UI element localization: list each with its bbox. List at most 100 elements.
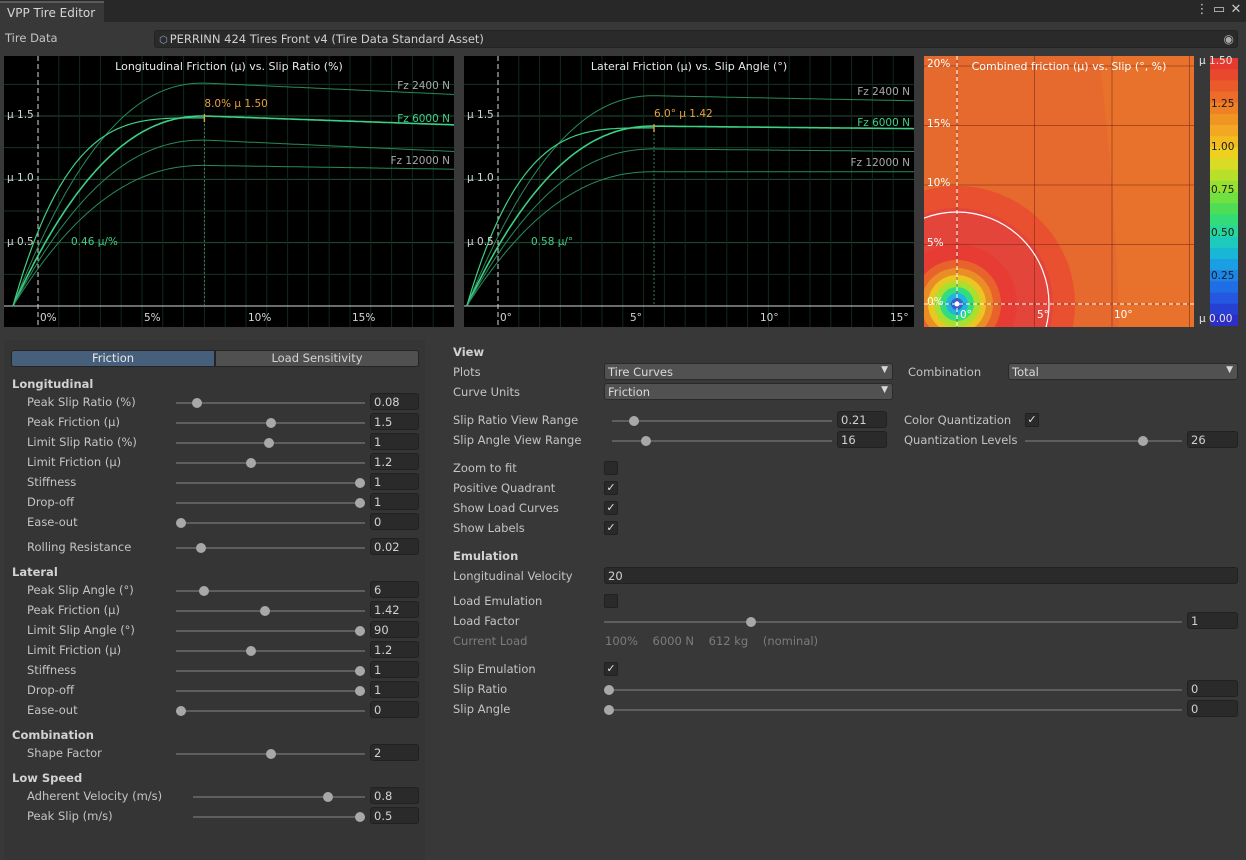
- slider-thumb[interactable]: [265, 749, 276, 759]
- quantization-levels-label: Quantization Levels: [904, 433, 1018, 447]
- value-field[interactable]: 0: [370, 513, 419, 530]
- scale-band: [1210, 158, 1238, 171]
- value-field[interactable]: 0.8: [370, 787, 419, 804]
- slider-track[interactable]: [604, 689, 1182, 691]
- value-field[interactable]: 1.42: [370, 601, 419, 618]
- window-tab[interactable]: VPP Tire Editor: [0, 1, 104, 23]
- slider-track[interactable]: [176, 547, 365, 549]
- value-field[interactable]: 16: [837, 431, 887, 448]
- close-icon[interactable]: ✕: [1230, 2, 1242, 17]
- slider-track[interactable]: [176, 630, 365, 632]
- value-field[interactable]: 1: [1187, 612, 1238, 629]
- value-field[interactable]: 6: [370, 581, 419, 598]
- slip-emulation-checkbox[interactable]: ✓: [604, 662, 618, 676]
- value-field[interactable]: 0: [1187, 680, 1238, 697]
- value-field[interactable]: 0: [370, 701, 419, 718]
- value-field[interactable]: 0: [1187, 700, 1238, 717]
- scale-label: 1.25: [1211, 98, 1235, 110]
- slider-track[interactable]: [176, 462, 365, 464]
- zoom-to-fit-checkbox[interactable]: [604, 461, 618, 475]
- slider-track[interactable]: [176, 502, 365, 504]
- value-field[interactable]: 0.08: [370, 393, 419, 410]
- slider-track[interactable]: [1025, 440, 1182, 442]
- slider-thumb[interactable]: [263, 438, 274, 448]
- slider-track[interactable]: [176, 522, 365, 524]
- color-quantization-checkbox[interactable]: ✓: [1025, 413, 1039, 427]
- value-field[interactable]: 26: [1187, 431, 1238, 448]
- slider-thumb[interactable]: [355, 498, 365, 508]
- value-field[interactable]: 1: [370, 433, 419, 450]
- slider-thumb[interactable]: [245, 646, 256, 656]
- value-field[interactable]: 1: [370, 681, 419, 698]
- slider-track[interactable]: [193, 816, 365, 818]
- longitudinal-velocity-field[interactable]: 20: [604, 567, 1238, 584]
- slider-track[interactable]: [604, 621, 1182, 623]
- tab-load-sensitivity[interactable]: Load Sensitivity: [215, 350, 419, 367]
- slider-thumb[interactable]: [641, 436, 652, 446]
- show-labels-checkbox[interactable]: ✓: [604, 521, 618, 535]
- show-load-curves-checkbox[interactable]: ✓: [604, 501, 618, 515]
- scale-band: [1210, 270, 1238, 282]
- value-field[interactable]: 0.02: [370, 538, 419, 555]
- slider-thumb[interactable]: [260, 606, 271, 616]
- slider-thumb[interactable]: [322, 792, 333, 802]
- object-picker-icon[interactable]: ◉: [1223, 32, 1234, 46]
- value-field[interactable]: 1.2: [370, 641, 419, 658]
- slider-track[interactable]: [176, 402, 365, 404]
- longitudinal-velocity-label: Longitudinal Velocity: [453, 569, 573, 583]
- slider-thumb[interactable]: [355, 812, 365, 822]
- slider-track[interactable]: [176, 610, 365, 612]
- tab-friction[interactable]: Friction: [11, 350, 215, 367]
- slider-thumb[interactable]: [355, 666, 365, 676]
- value-field[interactable]: 1.2: [370, 453, 419, 470]
- combination-label: Combination: [908, 365, 982, 379]
- maximize-icon[interactable]: ▭: [1212, 2, 1226, 17]
- slider-track[interactable]: [612, 440, 832, 442]
- slider-thumb[interactable]: [176, 706, 186, 716]
- value-field[interactable]: 90: [370, 621, 419, 638]
- more-options-icon[interactable]: ⋮: [1195, 2, 1209, 17]
- curve-units-dropdown[interactable]: Friction ▼: [604, 383, 893, 400]
- slider-track[interactable]: [193, 796, 365, 798]
- slider-track[interactable]: [176, 482, 365, 484]
- slider-thumb[interactable]: [192, 398, 203, 408]
- value-field[interactable]: 0.21: [837, 411, 887, 428]
- y-tick-label: 20%: [927, 58, 951, 70]
- plots-dropdown[interactable]: Tire Curves ▼: [604, 363, 893, 380]
- positive-quadrant-checkbox[interactable]: ✓: [604, 481, 618, 495]
- section-title-low-speed: Low Speed: [12, 771, 83, 785]
- slider-thumb[interactable]: [245, 458, 256, 468]
- longitudinal-chart-title: Longitudinal Friction (μ) vs. Slip Ratio…: [115, 60, 343, 73]
- slider-thumb[interactable]: [746, 617, 756, 627]
- load-emulation-checkbox[interactable]: [604, 594, 618, 608]
- slider-thumb[interactable]: [355, 686, 365, 696]
- slider-thumb[interactable]: [1138, 436, 1149, 446]
- value-field[interactable]: 2: [370, 744, 419, 761]
- slider-track[interactable]: [176, 690, 365, 692]
- slider-thumb[interactable]: [176, 518, 186, 528]
- slider-thumb[interactable]: [628, 416, 639, 426]
- zoom-to-fit-label: Zoom to fit: [453, 461, 517, 475]
- slider-track[interactable]: [176, 710, 365, 712]
- scale-band: [1210, 247, 1238, 260]
- slider-thumb[interactable]: [199, 586, 210, 596]
- chevron-down-icon: ▼: [881, 385, 888, 395]
- slider-thumb[interactable]: [265, 418, 276, 428]
- slider-track[interactable]: [604, 709, 1182, 711]
- slider-track[interactable]: [176, 590, 365, 592]
- tire-data-field[interactable]: ⬡ PERRINN 424 Tires Front v4 (Tire Data S…: [154, 30, 1238, 48]
- slider-track[interactable]: [176, 650, 365, 652]
- slider-thumb[interactable]: [604, 705, 614, 715]
- value-field[interactable]: 1: [370, 661, 419, 678]
- combination-dropdown[interactable]: Total ▼: [1008, 363, 1238, 380]
- slider-thumb[interactable]: [355, 626, 365, 636]
- slider-thumb[interactable]: [355, 478, 365, 488]
- value-field[interactable]: 0.5: [370, 807, 419, 824]
- slider-thumb[interactable]: [195, 543, 206, 553]
- slider-track[interactable]: [612, 420, 832, 422]
- slider-track[interactable]: [176, 670, 365, 672]
- value-field[interactable]: 1: [370, 473, 419, 490]
- value-field[interactable]: 1.5: [370, 413, 419, 430]
- slider-thumb[interactable]: [604, 685, 614, 695]
- value-field[interactable]: 1: [370, 493, 419, 510]
